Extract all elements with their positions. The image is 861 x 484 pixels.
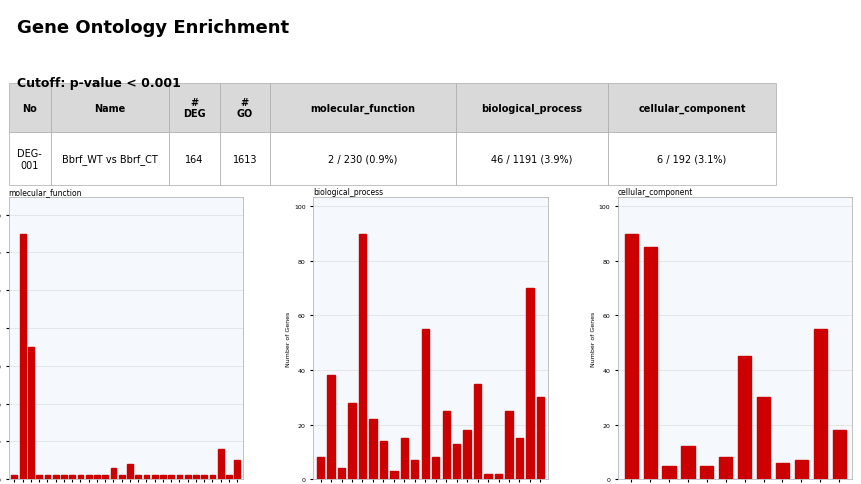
Bar	[201, 475, 208, 479]
Bar	[77, 475, 84, 479]
Bar	[168, 475, 174, 479]
Bar	[209, 475, 215, 479]
Bar	[45, 475, 50, 479]
Bar	[28, 347, 34, 479]
Text: 164: 164	[185, 154, 203, 165]
Bar	[814, 330, 827, 479]
FancyBboxPatch shape	[169, 84, 220, 133]
Bar	[119, 475, 125, 479]
Text: molecular_function: molecular_function	[9, 187, 82, 197]
Bar	[53, 475, 59, 479]
Bar	[317, 457, 325, 479]
Text: molecular_function: molecular_function	[311, 103, 416, 113]
Bar	[226, 475, 232, 479]
FancyBboxPatch shape	[9, 84, 51, 133]
FancyBboxPatch shape	[608, 84, 777, 133]
Bar	[380, 441, 387, 479]
Text: Name: Name	[94, 104, 126, 113]
Bar	[20, 234, 26, 479]
Bar	[719, 457, 733, 479]
Bar	[61, 475, 67, 479]
Bar	[160, 475, 166, 479]
FancyBboxPatch shape	[270, 84, 455, 133]
Bar	[327, 376, 335, 479]
Bar	[102, 475, 108, 479]
Bar	[757, 397, 771, 479]
Bar	[643, 248, 657, 479]
Bar	[36, 475, 42, 479]
Bar	[495, 474, 502, 479]
Bar	[69, 475, 75, 479]
Bar	[700, 466, 714, 479]
Bar	[135, 475, 141, 479]
Bar	[127, 464, 133, 479]
FancyBboxPatch shape	[608, 133, 777, 186]
Text: #
GO: # GO	[237, 98, 253, 119]
Text: Gene Ontology Enrichment: Gene Ontology Enrichment	[17, 18, 289, 36]
Text: cellular_component: cellular_component	[638, 103, 746, 113]
Bar	[412, 460, 418, 479]
Bar	[218, 449, 224, 479]
Text: DEG-
001: DEG- 001	[17, 149, 42, 170]
Bar	[11, 475, 17, 479]
Y-axis label: Number of Genes: Number of Genes	[286, 311, 291, 366]
Bar	[177, 475, 183, 479]
Bar	[474, 384, 481, 479]
Text: Cutoff: p-value < 0.001: Cutoff: p-value < 0.001	[17, 76, 181, 90]
Bar	[185, 475, 190, 479]
Bar	[369, 419, 376, 479]
Bar	[624, 234, 638, 479]
Bar	[505, 411, 512, 479]
FancyBboxPatch shape	[51, 133, 169, 186]
Bar	[443, 411, 449, 479]
Bar	[94, 475, 100, 479]
Bar	[152, 475, 158, 479]
Bar	[359, 234, 366, 479]
Y-axis label: Number of Genes: Number of Genes	[591, 311, 596, 366]
Bar	[833, 430, 846, 479]
Text: biological_process: biological_process	[481, 103, 582, 113]
Bar	[453, 444, 461, 479]
Bar	[400, 439, 408, 479]
FancyBboxPatch shape	[220, 84, 270, 133]
Bar	[662, 466, 676, 479]
Bar	[516, 439, 523, 479]
Bar	[776, 463, 789, 479]
Bar	[485, 474, 492, 479]
Text: 6 / 192 (3.1%): 6 / 192 (3.1%)	[658, 154, 727, 165]
Text: biological_process: biological_process	[313, 187, 383, 197]
Text: No: No	[22, 104, 37, 113]
Bar	[234, 460, 240, 479]
Bar	[86, 475, 91, 479]
FancyBboxPatch shape	[455, 133, 608, 186]
FancyBboxPatch shape	[220, 133, 270, 186]
FancyBboxPatch shape	[51, 84, 169, 133]
Bar	[193, 475, 199, 479]
Text: 1613: 1613	[232, 154, 257, 165]
Text: cellular_component: cellular_component	[618, 187, 693, 197]
Bar	[536, 397, 544, 479]
Bar	[526, 288, 534, 479]
Text: #
DEG: # DEG	[183, 98, 206, 119]
Bar	[349, 403, 356, 479]
FancyBboxPatch shape	[169, 133, 220, 186]
Bar	[432, 457, 439, 479]
Text: Bbrf_WT vs Bbrf_CT: Bbrf_WT vs Bbrf_CT	[62, 154, 158, 165]
FancyBboxPatch shape	[270, 133, 455, 186]
Bar	[390, 471, 398, 479]
Bar	[738, 357, 752, 479]
FancyBboxPatch shape	[9, 133, 51, 186]
Bar	[795, 460, 808, 479]
Text: 46 / 1191 (3.9%): 46 / 1191 (3.9%)	[491, 154, 573, 165]
Bar	[463, 430, 471, 479]
Bar	[110, 468, 116, 479]
Bar	[681, 446, 695, 479]
Bar	[422, 330, 429, 479]
Bar	[144, 475, 149, 479]
Bar	[338, 468, 345, 479]
Text: 2 / 230 (0.9%): 2 / 230 (0.9%)	[328, 154, 398, 165]
FancyBboxPatch shape	[455, 84, 608, 133]
